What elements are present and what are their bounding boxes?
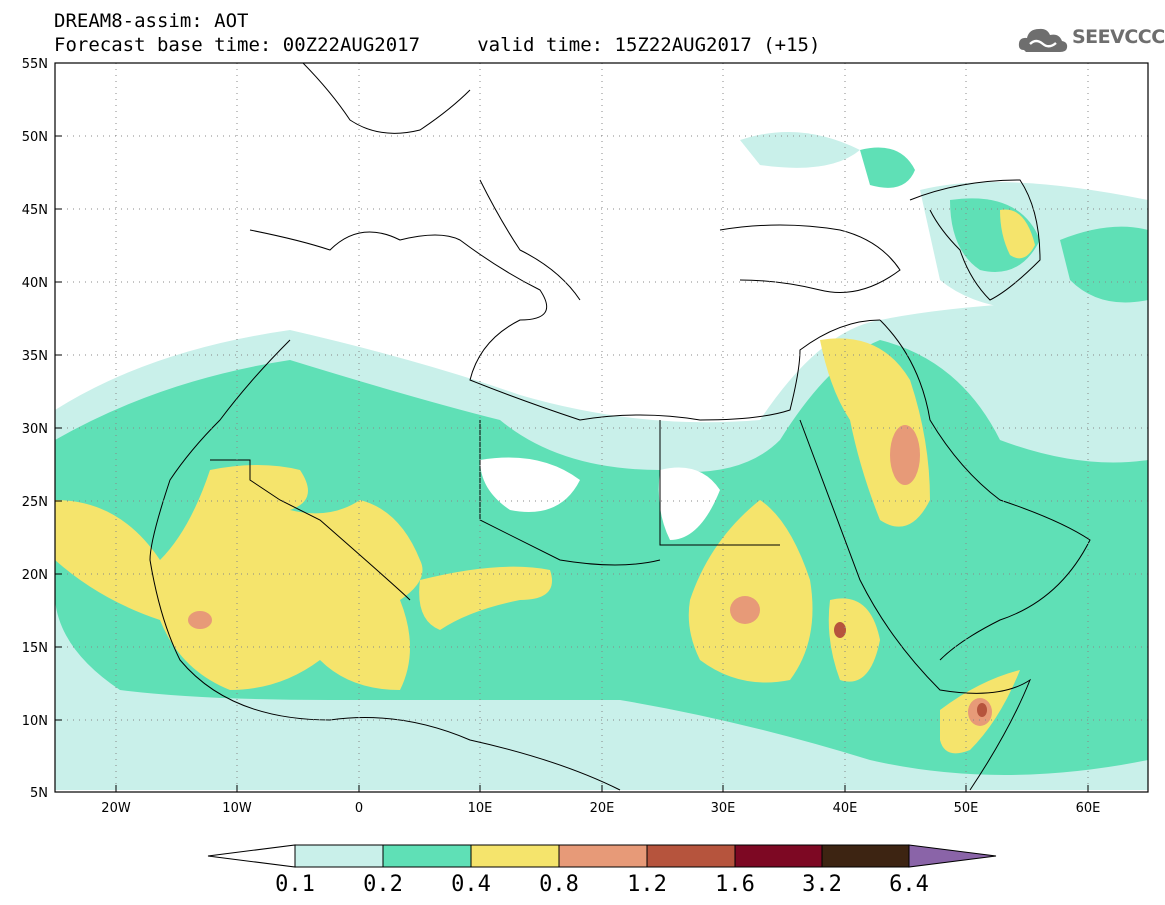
colorbar-label: 1.6	[715, 872, 755, 897]
lat-label: 15N	[22, 641, 48, 656]
aot-field	[55, 63, 1148, 791]
aot-band-0.2-aral	[1060, 226, 1148, 303]
lon-label: 10E	[468, 801, 493, 816]
colorbar-segment	[821, 844, 910, 868]
aot-band-0.4-ethiopia	[828, 598, 880, 682]
logo-text: SEEVCCC	[1072, 26, 1165, 48]
lat-label: 25N	[22, 495, 48, 510]
colorbar-high-arrow	[908, 844, 997, 868]
aot-band-0.8-iraq	[890, 425, 920, 485]
aot-band-0.4-caspian	[1000, 209, 1035, 259]
coastlines	[149, 63, 1091, 791]
colorbar-segment	[646, 844, 736, 868]
colorbar-label: 6.4	[889, 872, 929, 897]
colorbar-segment	[470, 844, 560, 868]
cloud-icon	[1018, 28, 1068, 52]
lon-label: 10W	[222, 801, 252, 816]
lat-label: 30N	[22, 422, 48, 437]
lat-label: 5N	[30, 786, 48, 801]
colorbar-label: 1.2	[627, 872, 667, 897]
lat-label: 10N	[22, 714, 48, 729]
aot-band-0.1-ukraine	[740, 132, 860, 168]
aot-band-0.8-sudan	[730, 596, 760, 624]
lon-label: 20W	[101, 801, 131, 816]
gridlines	[55, 63, 1148, 792]
map-title: DREAM8-assim: AOT	[54, 10, 249, 32]
forecast-times: Forecast base time: 00Z22AUG2017 valid t…	[54, 34, 821, 56]
aot-band-0.8-mali	[188, 611, 212, 629]
aot-clear-libya	[480, 457, 580, 512]
lon-label: 40E	[833, 801, 858, 816]
colorbar-segment	[734, 844, 823, 868]
aot-band-0.4-chad	[419, 566, 552, 630]
lat-label: 55N	[22, 57, 48, 72]
colorbar-label: 3.2	[802, 872, 842, 897]
colorbar	[207, 844, 997, 868]
aot-clear-egypt	[658, 467, 720, 540]
axis-ticks	[55, 62, 1089, 793]
lat-label: 40N	[22, 276, 48, 291]
colorbar-labels: 0.1 0.2 0.4 0.8 1.2 1.6 3.2 6.4	[0, 872, 1165, 900]
lon-label: 30E	[711, 801, 736, 816]
lon-label: 50E	[954, 801, 979, 816]
lat-labels: 55N 50N 45N 40N 35N 30N 25N 20N 15N 10N …	[22, 57, 48, 801]
colorbar-label: 0.2	[363, 872, 403, 897]
colorbar-segment	[382, 844, 472, 868]
colorbar-low-arrow	[207, 844, 296, 868]
colorbar-label: 0.8	[539, 872, 579, 897]
lon-label: 60E	[1076, 801, 1101, 816]
aot-band-1.2-somalia	[977, 703, 987, 717]
lat-label: 50N	[22, 130, 48, 145]
lon-labels: 20W 10W 0 10E 20E 30E 40E 50E 60E	[101, 801, 1100, 816]
colorbar-segment	[558, 844, 648, 868]
lon-label: 0	[355, 801, 363, 816]
aot-band-0.2-ukraine	[860, 147, 915, 188]
colorbar-label: 0.1	[275, 872, 315, 897]
seevccc-logo: SEEVCCC	[1016, 20, 1165, 58]
aot-band-0.4-west-sahara	[55, 465, 423, 690]
aot-band-0.4-sudan	[688, 500, 813, 683]
lat-label: 35N	[22, 349, 48, 364]
colorbar-label: 0.4	[451, 872, 491, 897]
lat-label: 45N	[22, 203, 48, 218]
aot-band-1.2-ethiopia	[834, 622, 846, 638]
lon-label: 20E	[590, 801, 615, 816]
lat-label: 20N	[22, 568, 48, 583]
colorbar-segment	[294, 844, 384, 868]
